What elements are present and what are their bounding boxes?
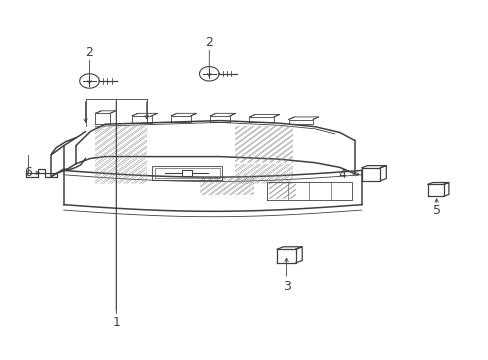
Text: 6: 6 — [24, 166, 32, 179]
Text: 5: 5 — [432, 204, 440, 217]
Text: 2: 2 — [205, 36, 213, 49]
Text: 2: 2 — [85, 46, 93, 59]
Text: 4: 4 — [338, 168, 346, 181]
Text: 3: 3 — [282, 280, 290, 293]
Text: 1: 1 — [112, 316, 120, 329]
